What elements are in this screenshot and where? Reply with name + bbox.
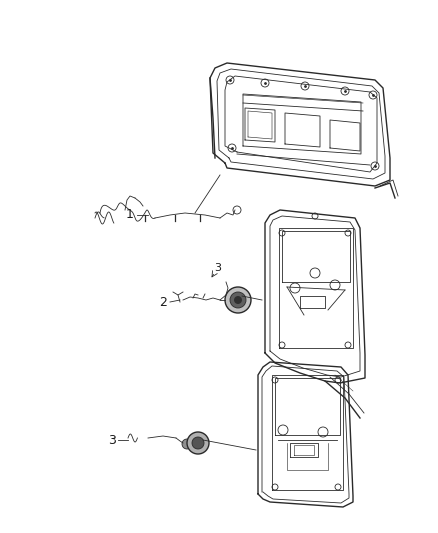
Circle shape	[234, 296, 242, 304]
Circle shape	[187, 432, 209, 454]
Circle shape	[182, 439, 192, 449]
Circle shape	[225, 287, 251, 313]
Text: 2: 2	[159, 295, 167, 309]
Text: 3: 3	[108, 433, 116, 447]
Circle shape	[192, 437, 204, 449]
Circle shape	[230, 292, 246, 308]
Text: 1: 1	[126, 208, 134, 222]
Text: 3: 3	[215, 263, 222, 273]
